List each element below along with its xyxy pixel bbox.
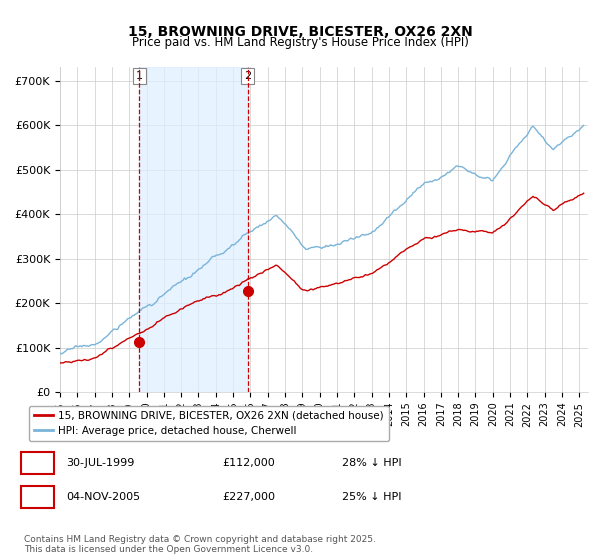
Text: 1: 1: [33, 456, 41, 470]
Legend: 15, BROWNING DRIVE, BICESTER, OX26 2XN (detached house), HPI: Average price, det: 15, BROWNING DRIVE, BICESTER, OX26 2XN (…: [29, 405, 389, 441]
Text: 30-JUL-1999: 30-JUL-1999: [66, 458, 134, 468]
Bar: [139, 67, 248, 392]
Text: 28% ↓ HPI: 28% ↓ HPI: [342, 458, 401, 468]
Text: 2: 2: [244, 71, 251, 81]
Text: Price paid vs. HM Land Registry's House Price Index (HPI): Price paid vs. HM Land Registry's House …: [131, 36, 469, 49]
Text: Contains HM Land Registry data © Crown copyright and database right 2025.
This d: Contains HM Land Registry data © Crown c…: [24, 535, 376, 554]
Text: 04-NOV-2005: 04-NOV-2005: [66, 492, 140, 502]
Text: 15, BROWNING DRIVE, BICESTER, OX26 2XN: 15, BROWNING DRIVE, BICESTER, OX26 2XN: [128, 25, 472, 39]
Text: £227,000: £227,000: [222, 492, 275, 502]
Text: 25% ↓ HPI: 25% ↓ HPI: [342, 492, 401, 502]
Text: 1: 1: [136, 71, 143, 81]
Text: £112,000: £112,000: [222, 458, 275, 468]
Text: 2: 2: [33, 490, 41, 503]
